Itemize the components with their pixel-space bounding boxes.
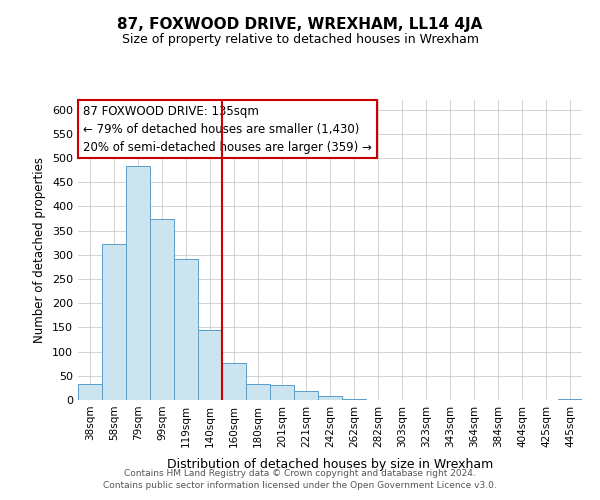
Text: Size of property relative to detached houses in Wrexham: Size of property relative to detached ho… xyxy=(121,32,479,46)
Bar xyxy=(294,392,318,400)
Bar xyxy=(174,259,198,400)
Bar xyxy=(270,386,294,400)
Bar xyxy=(318,396,342,400)
X-axis label: Distribution of detached houses by size in Wrexham: Distribution of detached houses by size … xyxy=(167,458,493,471)
Bar xyxy=(246,384,270,400)
Text: Contains public sector information licensed under the Open Government Licence v3: Contains public sector information licen… xyxy=(103,481,497,490)
Text: 87 FOXWOOD DRIVE: 135sqm
← 79% of detached houses are smaller (1,430)
20% of sem: 87 FOXWOOD DRIVE: 135sqm ← 79% of detach… xyxy=(83,104,372,154)
Bar xyxy=(126,166,150,400)
Bar xyxy=(342,399,366,400)
Text: Contains HM Land Registry data © Crown copyright and database right 2024.: Contains HM Land Registry data © Crown c… xyxy=(124,468,476,477)
Bar xyxy=(150,218,174,400)
Bar xyxy=(102,244,126,400)
Bar xyxy=(222,363,246,400)
Text: 87, FOXWOOD DRIVE, WREXHAM, LL14 4JA: 87, FOXWOOD DRIVE, WREXHAM, LL14 4JA xyxy=(118,18,482,32)
Bar xyxy=(558,399,582,400)
Bar xyxy=(78,384,102,400)
Bar xyxy=(198,330,222,400)
Y-axis label: Number of detached properties: Number of detached properties xyxy=(34,157,46,343)
